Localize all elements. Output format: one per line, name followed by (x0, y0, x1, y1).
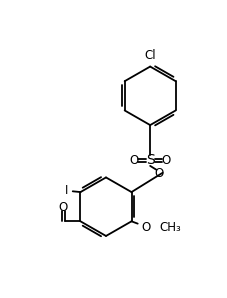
Text: CH₃: CH₃ (159, 221, 180, 234)
Text: Cl: Cl (144, 49, 155, 62)
Text: O: O (59, 201, 68, 214)
Text: I: I (64, 184, 68, 197)
Text: O: O (141, 221, 150, 234)
Text: S: S (145, 153, 154, 167)
Text: O: O (161, 154, 170, 167)
Text: O: O (129, 154, 138, 167)
Text: O: O (154, 167, 163, 180)
